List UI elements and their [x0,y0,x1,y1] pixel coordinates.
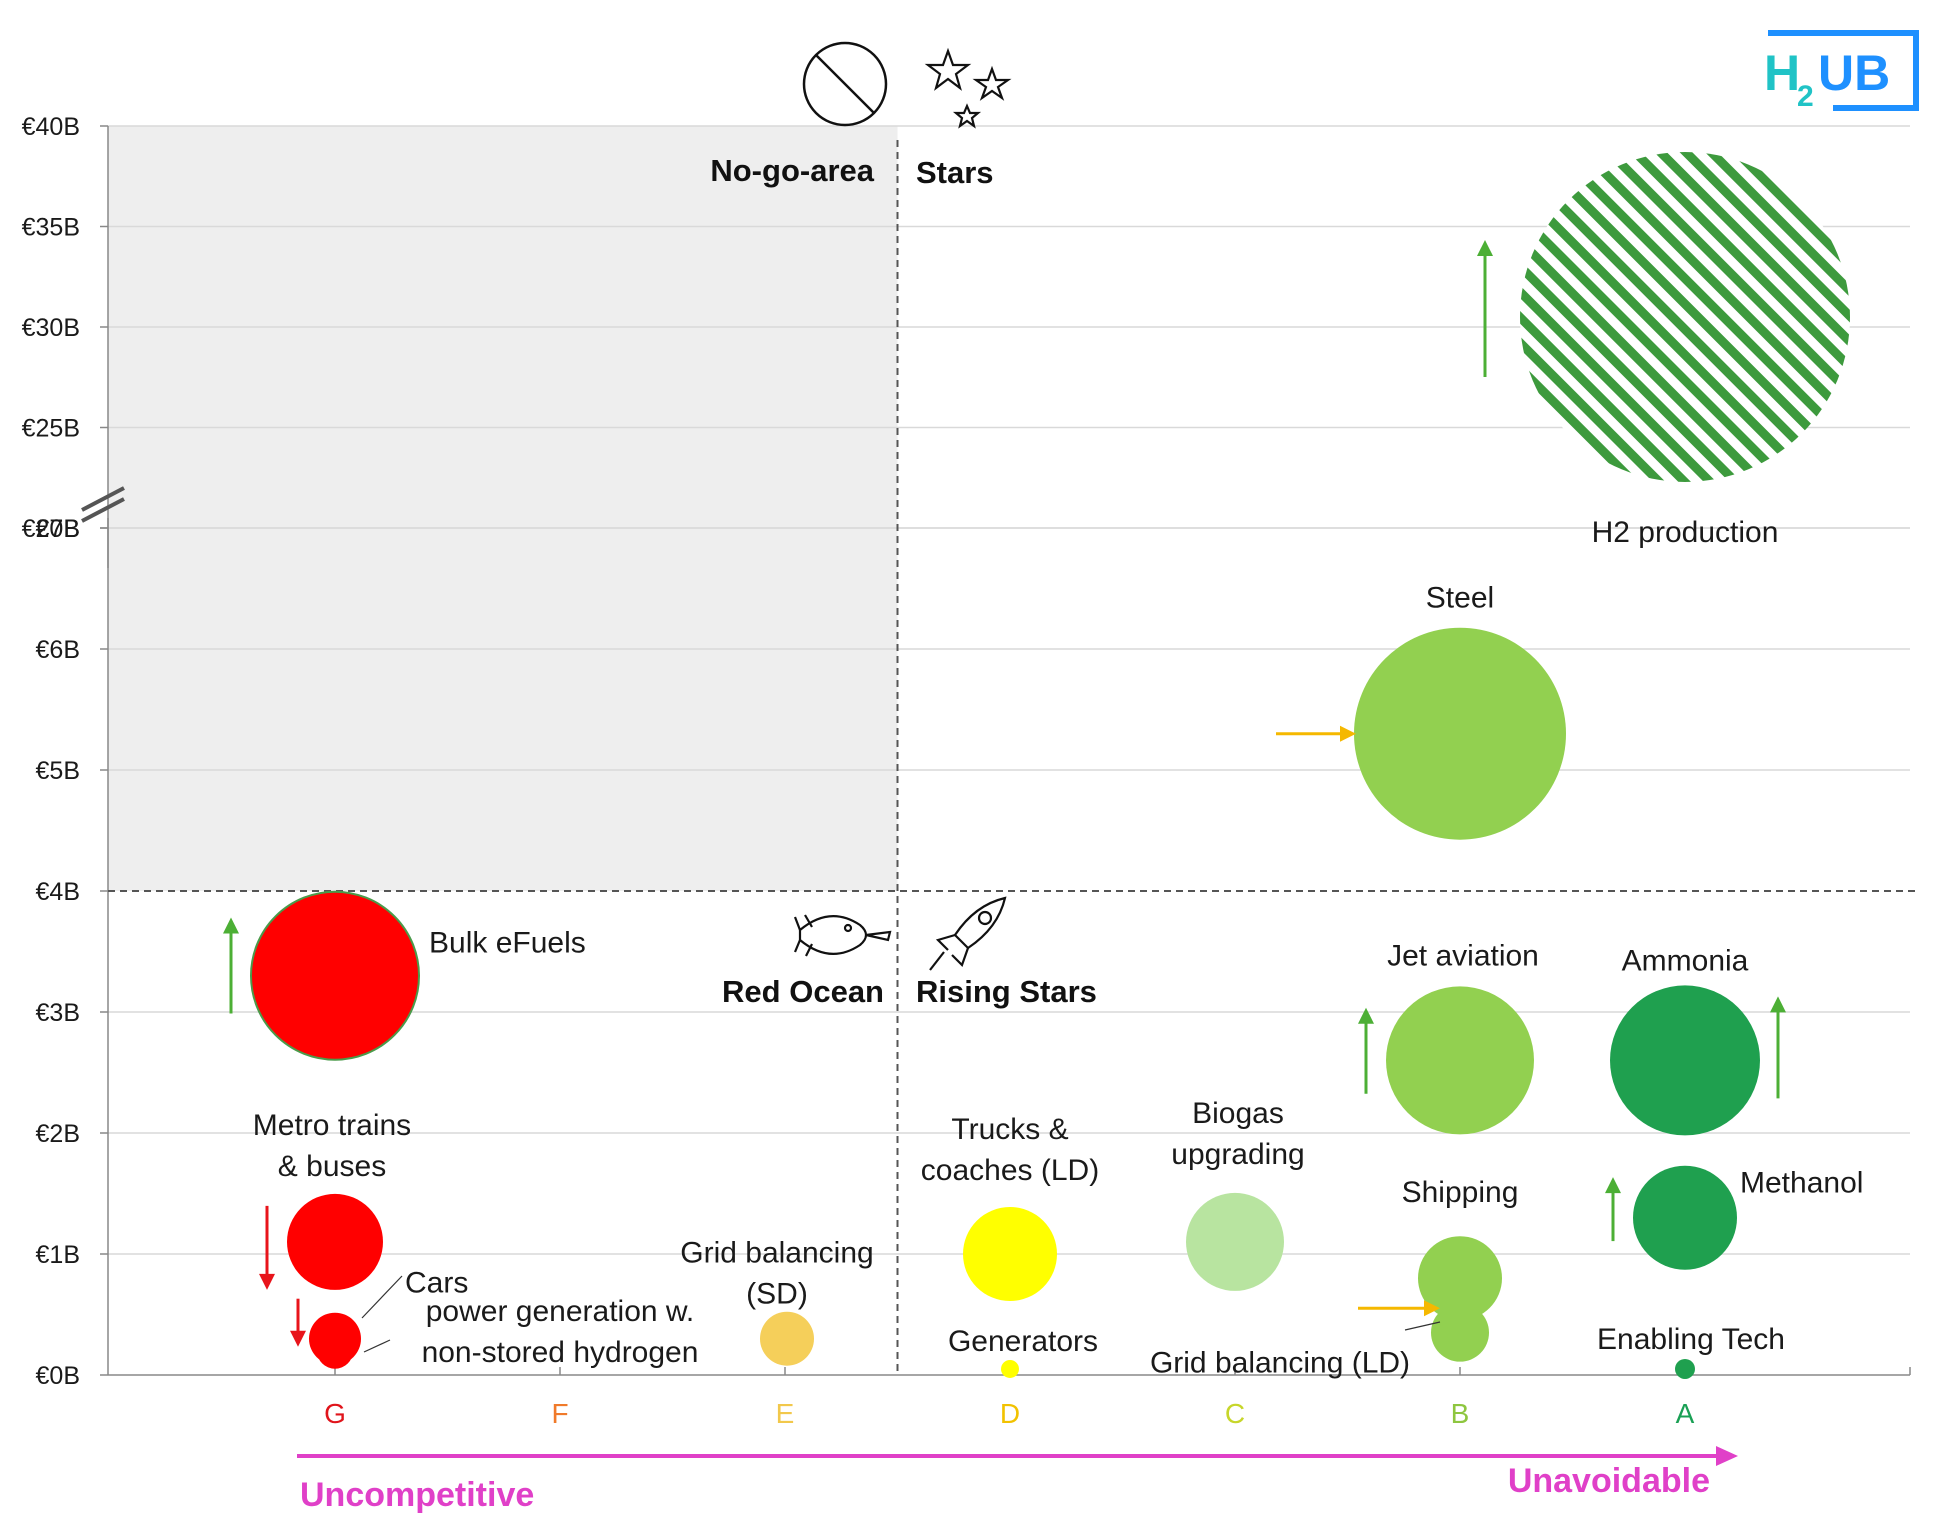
fish-icon [793,914,892,957]
y-tick-label: €5B [36,757,80,785]
y-tick-label: €3B [36,999,80,1027]
trend-arrow-head [290,1330,306,1347]
bubble-label-grid-balancing-sd: (SD) [746,1278,808,1311]
bubble-metro-trains-buses [287,1193,383,1290]
bubble-label-grid-balancing-ld: Grid balancing (LD) [1150,1347,1410,1380]
axis-break-mark [81,486,125,523]
bubble-labels: H2 production Steel Bulk eFuels Jet aviatio… [253,516,1864,1380]
bubble-biogas-upgrading [1186,1192,1284,1291]
y-axis-ticks: €0B €1B €2B €3B €4B €5B €6B €7B€20B €25B €30B €35B… [22,113,80,1390]
bubble-label-steel: Steel [1426,582,1494,615]
bubble-label-metro-trains-buses: Metro trains [253,1109,411,1142]
y-tick-label: €30B [22,314,80,342]
competitiveness-axis [297,1446,1738,1466]
no-entry-icon [802,41,888,127]
bubble-label-ammonia: Ammonia [1622,944,1749,977]
bubble-label-generators: Generators [948,1325,1098,1358]
bubble-ammonia [1610,985,1760,1136]
bubble-power-generation-w-non-stored-hydrogen [317,1332,353,1369]
stars-icon [924,47,1012,129]
y-tick-label: €20B [22,515,80,543]
quadrant-label-no-go-area: No-go-area [710,153,874,188]
y-tick-label: €35B [22,214,80,242]
bubble-label-shipping: Shipping [1402,1176,1519,1209]
uncompetitive-label: Uncompetitive [300,1476,534,1514]
y-tick-label: €4B [36,878,80,906]
y-tick-label: €1B [36,1241,80,1269]
bubble-label-jet-aviation: Jet aviation [1387,939,1539,972]
svg-text:H: H [1764,45,1800,101]
bubble-label-power-generation-w-non-stored-hydrogen: non-stored hydrogen [422,1336,699,1369]
bubble-label-cars: Cars [405,1267,468,1300]
y-tick-label: €0B [36,1362,80,1390]
x-tick-label-g: G [324,1398,346,1429]
bubble-label-bulk-efuels: Bulk eFuels [429,927,586,960]
trend-arrows [223,239,1786,1347]
trend-arrow-head [223,917,239,934]
y-tick-label: €40B [22,113,80,141]
bubble-label-grid-balancing-sd: Grid balancing [680,1237,873,1270]
x-tick-label-a: A [1676,1398,1695,1429]
bubble-jet-aviation [1386,986,1534,1135]
trend-arrow-head [1477,239,1493,256]
unavoidable-label: Unavoidable [1508,1462,1710,1500]
bubble-label-power-generation-w-non-stored-hydrogen: power generation w. [426,1295,695,1328]
quadrant-label-red-ocean: Red Ocean [722,974,884,1009]
leader-lines [361,1275,1441,1353]
y-tick-label: €2B [36,1120,80,1148]
y-tick-label: €7B [36,515,80,543]
bubbles [250,151,1850,1379]
no-go-area-background [108,126,898,891]
quadrant-label-stars: Stars [916,155,994,190]
x-tick-label-b: B [1451,1398,1470,1429]
bubble-label-methanol: Methanol [1740,1167,1863,1200]
bubble-grid-balancing-sd [760,1311,814,1366]
svg-text:UB: UB [1818,45,1890,101]
bubble-shipping [1418,1236,1502,1321]
trend-arrow-head [1605,1177,1621,1194]
bubble-label-trucks-coaches-ld: coaches (LD) [921,1154,1099,1187]
bubble-enabling-tech [1675,1358,1695,1379]
rocket-icon [929,896,1007,971]
x-tick-label-d: D [1000,1398,1020,1429]
x-tick-label-e: E [776,1398,795,1429]
bubble-label-metro-trains-buses: & buses [278,1150,386,1183]
bubble-steel [1354,627,1566,840]
bubble-label-enabling-tech: Enabling Tech [1597,1323,1785,1356]
bubble-label-h2-production: H2 production [1592,516,1779,549]
bubble-bulk-efuels [250,890,420,1061]
bubble-label-biogas-upgrading: Biogas [1192,1097,1284,1130]
h2ub-logo: H 2 UB [1764,30,1919,113]
trend-arrow-head [259,1273,275,1290]
bubble-generators [1001,1359,1019,1378]
x-tick-label-c: C [1225,1398,1245,1429]
svg-text:2: 2 [1797,80,1814,113]
bubble-label-trucks-coaches-ld: Trucks & [951,1113,1068,1146]
quadrant-label-rising-stars: Rising Stars [916,974,1097,1009]
bubble-label-biogas-upgrading: upgrading [1171,1138,1304,1171]
bubble-trucks-coaches-ld [963,1207,1057,1301]
bubble-methanol [1633,1165,1737,1270]
trend-arrow-head [1424,1300,1440,1317]
trend-arrow-head [1340,725,1356,742]
bubble-h2-production [1520,151,1850,482]
trend-arrow-head [1770,996,1786,1013]
y-tick-label: €25B [22,415,80,443]
y-tick-label: €6B [36,636,80,664]
x-tick-label-f: F [551,1398,568,1429]
bubble-grid-balancing-ld [1431,1303,1489,1362]
trend-arrow-head [1358,1007,1374,1024]
